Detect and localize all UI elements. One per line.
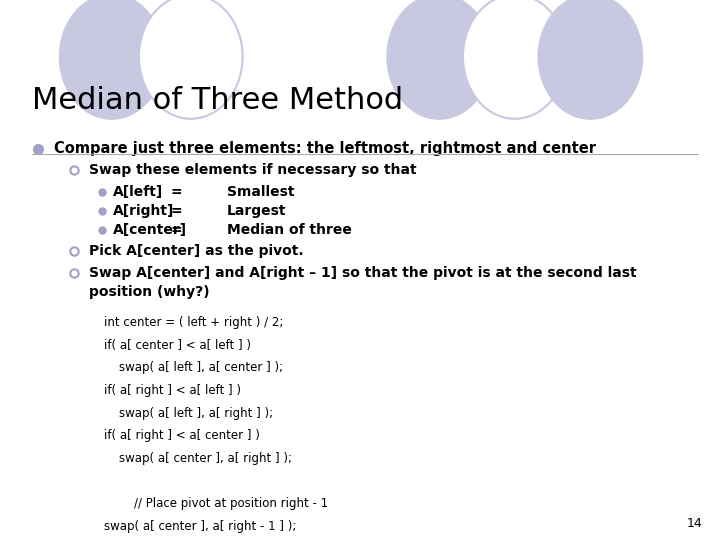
Text: swap( a[ left ], a[ center ] );: swap( a[ left ], a[ center ] ); <box>104 361 284 374</box>
Text: Swap these elements if necessary so that: Swap these elements if necessary so that <box>89 163 416 177</box>
Text: A[center]: A[center] <box>113 222 187 237</box>
Text: Compare just three elements: the leftmost, rightmost and center: Compare just three elements: the leftmos… <box>54 141 596 156</box>
Text: Median of three: Median of three <box>227 222 351 237</box>
Text: =: = <box>171 204 182 218</box>
Text: A[left]: A[left] <box>113 185 163 199</box>
Text: =: = <box>171 222 182 237</box>
Ellipse shape <box>139 0 243 119</box>
Text: A[right]: A[right] <box>113 204 174 218</box>
Text: swap( a[ center ], a[ right ] );: swap( a[ center ], a[ right ] ); <box>104 452 292 465</box>
Ellipse shape <box>387 0 491 119</box>
Text: Largest: Largest <box>227 204 287 218</box>
Text: swap( a[ left ], a[ right ] );: swap( a[ left ], a[ right ] ); <box>104 407 274 420</box>
Text: if( a[ center ] < a[ left ] ): if( a[ center ] < a[ left ] ) <box>104 339 251 352</box>
Ellipse shape <box>463 0 567 119</box>
Text: // Place pivot at position right - 1: // Place pivot at position right - 1 <box>104 497 328 510</box>
Ellipse shape <box>539 0 642 119</box>
Text: Smallest: Smallest <box>227 185 294 199</box>
Text: 14: 14 <box>686 517 702 530</box>
Text: if( a[ right ] < a[ center ] ): if( a[ right ] < a[ center ] ) <box>104 429 260 442</box>
Ellipse shape <box>60 0 163 119</box>
Text: Median of Three Method: Median of Three Method <box>32 86 403 116</box>
Text: Pick A[center] as the pivot.: Pick A[center] as the pivot. <box>89 244 303 258</box>
Text: =: = <box>171 185 182 199</box>
Text: Swap A[center] and A[right – 1] so that the pivot is at the second last: Swap A[center] and A[right – 1] so that … <box>89 266 636 280</box>
Text: swap( a[ center ], a[ right - 1 ] );: swap( a[ center ], a[ right - 1 ] ); <box>104 520 297 533</box>
Text: position (why?): position (why?) <box>89 285 210 299</box>
Text: int center = ( left + right ) / 2;: int center = ( left + right ) / 2; <box>104 316 284 329</box>
Text: if( a[ right ] < a[ left ] ): if( a[ right ] < a[ left ] ) <box>104 384 241 397</box>
